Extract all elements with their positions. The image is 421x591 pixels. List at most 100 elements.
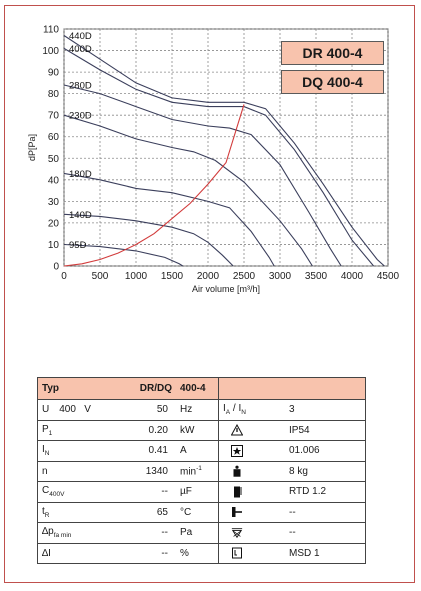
header-drdq: DR/DQ <box>124 377 176 400</box>
x-tick-label: 3500 <box>305 271 328 282</box>
page-frame <box>4 5 415 583</box>
curve-180D <box>63 172 275 267</box>
param-symbol: U <box>42 404 50 416</box>
param-symbol: ∆I <box>42 547 51 559</box>
current-sub-a: A <box>225 409 231 417</box>
unit-text: min <box>180 466 197 478</box>
param-value: -- <box>124 522 176 544</box>
param-symbol: C <box>42 485 50 497</box>
thermometer-icon <box>231 486 243 498</box>
spec-table: Typ DR/DQ 400-4 U 400 V 50 Hz IA / IN 3 P1 0.20… <box>37 377 366 564</box>
param-label: C400V <box>37 481 124 503</box>
header-typ: Typ <box>37 377 124 400</box>
x-tick-label: 4500 <box>377 271 400 282</box>
param-symbol: I <box>42 444 45 456</box>
param-value: 0.20 <box>124 420 176 441</box>
y-tick-label: 20 <box>48 218 60 229</box>
warning-triangle-icon <box>231 424 243 436</box>
right-icon-cell <box>218 440 285 462</box>
param-value: -- <box>124 543 176 564</box>
right-value: RTD 1.2 <box>285 481 366 503</box>
right-icon-cell <box>218 481 285 503</box>
right-icon-cell <box>218 522 285 544</box>
unit-text: A <box>180 445 187 457</box>
curve-400D <box>63 47 375 267</box>
param-subscript: 1 <box>48 429 53 437</box>
right-value: 8 kg <box>285 461 366 482</box>
curve-230D <box>63 114 313 267</box>
switch-icon <box>231 547 243 559</box>
right-value: -- <box>285 522 366 544</box>
param-extra: 400 V <box>59 404 91 416</box>
spec-table-header: Typ DR/DQ 400-4 <box>37 377 366 400</box>
y-axis-title: dP[Pa] <box>27 134 37 161</box>
star-box-icon <box>231 444 243 457</box>
y-tick-label: 50 <box>48 154 60 165</box>
x-tick-label: 1500 <box>161 271 184 282</box>
spec-row: n 1340 min-1 8 kg <box>37 461 366 482</box>
right-icon-cell <box>218 420 285 441</box>
param-unit: µF <box>176 481 219 503</box>
curve-label-230D: 230D <box>69 111 92 122</box>
x-tick-label: 4000 <box>341 271 364 282</box>
param-unit: % <box>176 543 219 564</box>
param-label: IN <box>37 440 124 462</box>
param-subscript: fa min <box>53 532 72 540</box>
y-tick-label: 10 <box>48 240 60 251</box>
param-symbol: n <box>42 465 48 477</box>
spec-row: tR 65 °C -- <box>37 502 366 523</box>
curve-280D <box>63 84 342 267</box>
current-slash: / I <box>230 403 242 415</box>
spec-row: IN 0.41 A 01.006 <box>37 440 366 462</box>
param-label: P1 <box>37 420 124 441</box>
model-label-dq: DQ 400-4 <box>281 70 384 94</box>
y-tick-label: 110 <box>43 25 59 36</box>
y-tick-label: 40 <box>48 175 60 186</box>
filter-icon <box>231 527 243 538</box>
right-value: 01.006 <box>285 440 366 462</box>
unit-text: % <box>180 547 189 559</box>
header-model: 400-4 <box>176 377 219 400</box>
curve-95D <box>63 243 184 267</box>
spec-row: P1 0.20 kW IP54 <box>37 420 366 441</box>
right-value: MSD 1 <box>285 543 366 564</box>
unit-text: Hz <box>180 404 193 416</box>
right-value: IP54 <box>285 420 366 441</box>
x-tick-label: 2000 <box>197 271 220 282</box>
right-icon-cell <box>218 502 285 523</box>
capacitor-icon <box>231 507 243 518</box>
curve-label-440D: 440D <box>69 31 92 42</box>
spec-row: ∆I --% MSD 1 <box>37 543 366 564</box>
param-symbol: t <box>42 505 45 517</box>
curve-label-400D: 400D <box>69 44 92 55</box>
y-tick-label: 100 <box>42 46 59 57</box>
param-subscript: 400V <box>49 491 65 499</box>
y-tick-label: 30 <box>48 197 60 208</box>
model-label-dr: DR 400-4 <box>281 41 384 65</box>
param-label: ∆pfa min <box>37 522 124 544</box>
param-label: U 400 V <box>37 399 124 421</box>
param-unit: °C <box>176 502 219 523</box>
param-value: -- <box>124 481 176 503</box>
right-value: -- <box>285 502 366 523</box>
x-tick-label: 1000 <box>125 271 148 282</box>
param-subscript: N <box>44 450 50 458</box>
curve-label-140D: 140D <box>69 210 92 221</box>
param-unit: kW <box>176 420 219 441</box>
param-unit: Hz <box>176 399 219 421</box>
right-icon-cell <box>218 461 285 482</box>
x-tick-label: 500 <box>92 271 109 282</box>
param-label: n <box>37 461 124 482</box>
param-symbol: P <box>42 423 49 435</box>
curve-label-95D: 95D <box>69 240 87 251</box>
curve-440D <box>63 35 385 267</box>
unit-superscript: -1 <box>196 465 202 473</box>
y-tick-label: 60 <box>48 132 60 143</box>
unit-text: °C <box>180 506 192 518</box>
curve-140D <box>63 213 234 267</box>
right-value: 3 <box>285 399 366 421</box>
y-tick-label: 70 <box>48 111 60 122</box>
param-subscript: R <box>44 511 50 519</box>
param-value: 50 <box>124 399 176 421</box>
current-sub-n: N <box>241 409 246 417</box>
